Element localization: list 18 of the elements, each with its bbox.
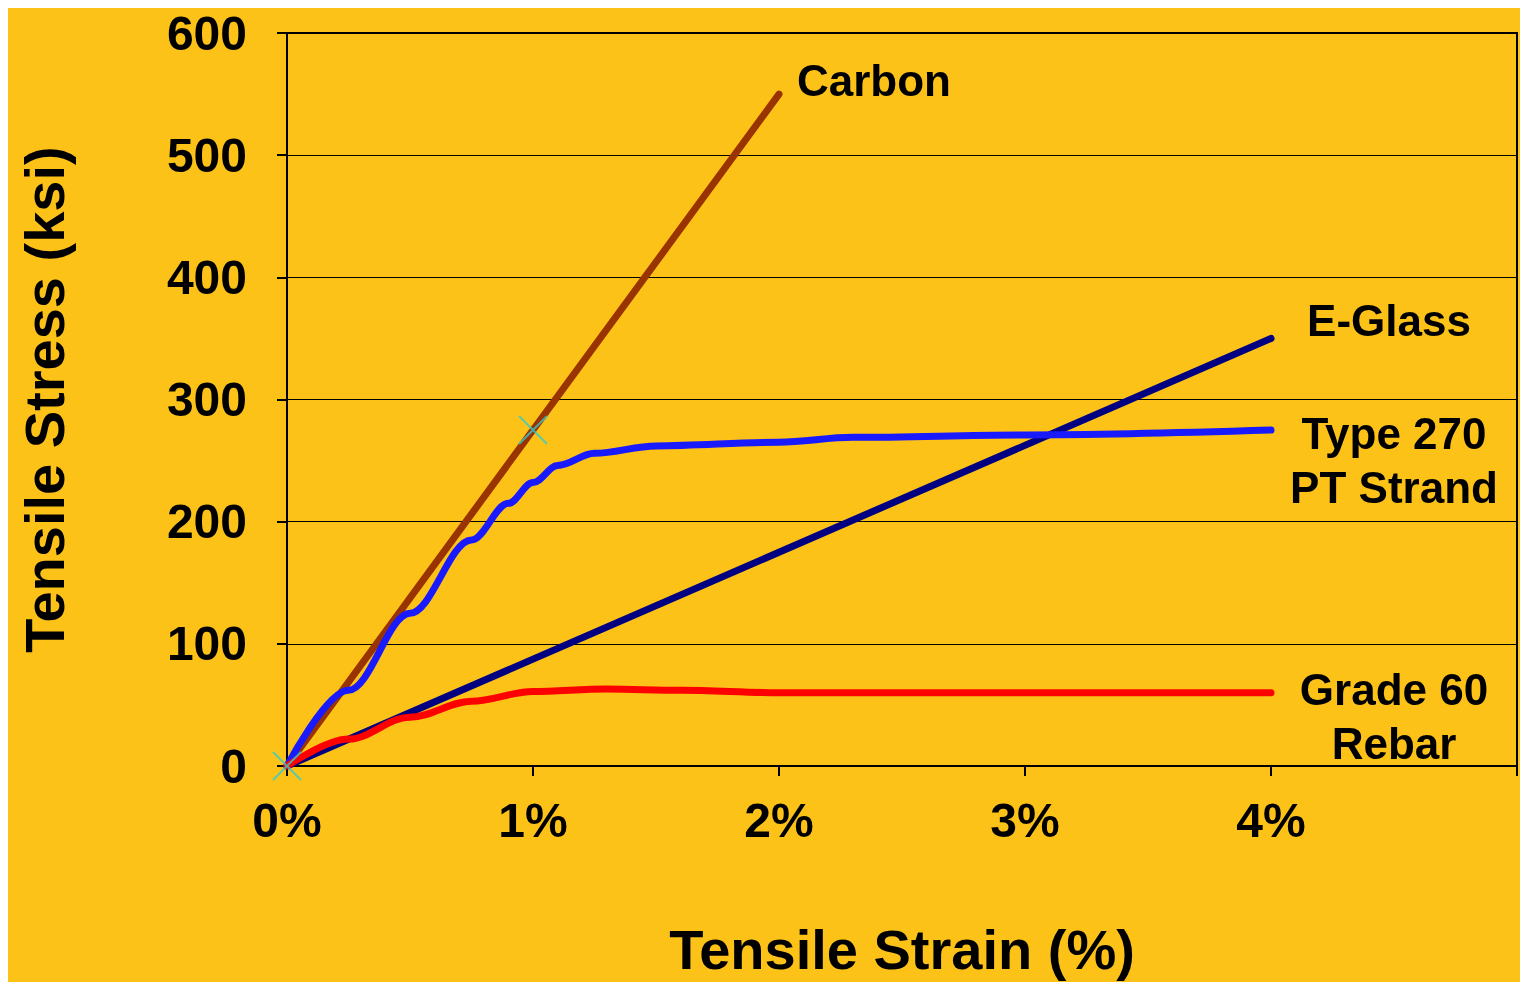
x-tick-label: 3% xyxy=(990,793,1060,847)
y-tick-label: 400 xyxy=(166,250,247,304)
series-label: Carbon xyxy=(797,55,951,105)
series-label: E-Glass xyxy=(1307,295,1471,345)
y-tick-label: 300 xyxy=(166,373,247,426)
series-label: Grade 60 Rebar xyxy=(1299,665,1489,769)
x-tick-label: 1% xyxy=(498,793,568,847)
x-tick-label: 2% xyxy=(744,793,814,847)
y-tick-label: 500 xyxy=(166,128,247,182)
y-tick-label: 0 xyxy=(220,739,247,793)
x-tick-label: 4% xyxy=(1236,793,1306,847)
x-axis-title: Tensile Strain (%) xyxy=(669,917,1135,981)
y-tick-label: 100 xyxy=(166,617,247,671)
series-label: Type 270 PT Strand xyxy=(1290,408,1498,512)
y-tick-label: 600 xyxy=(166,6,247,60)
y-axis-title: Tensile Stress (ksi) xyxy=(12,146,76,653)
y-tick-label: 200 xyxy=(166,495,247,549)
x-tick-label: 0% xyxy=(252,793,322,847)
